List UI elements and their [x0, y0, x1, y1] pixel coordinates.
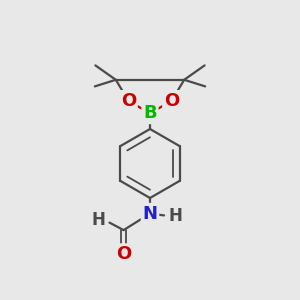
Text: N: N	[142, 205, 158, 223]
Text: H: H	[168, 207, 182, 225]
Text: B: B	[143, 104, 157, 122]
Text: O: O	[121, 92, 136, 110]
Text: O: O	[164, 92, 179, 110]
Text: H: H	[92, 211, 106, 229]
Text: O: O	[116, 245, 131, 263]
